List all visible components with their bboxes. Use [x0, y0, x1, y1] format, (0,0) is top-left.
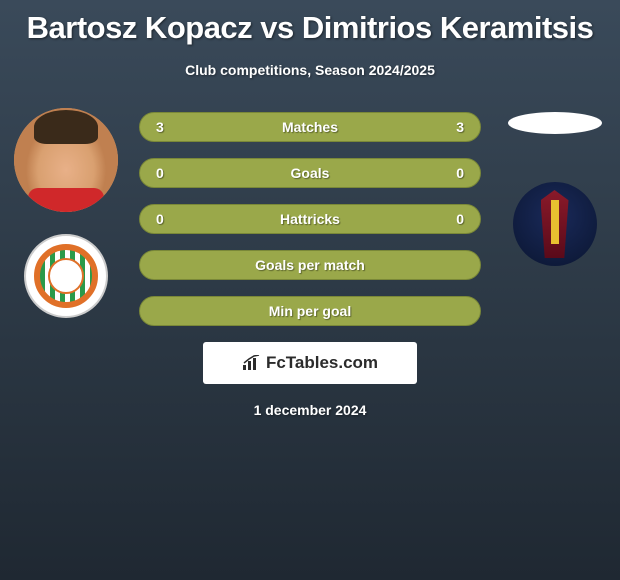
stat-right-value: 0 [456, 211, 464, 227]
date-label: 1 december 2024 [0, 402, 620, 418]
stat-row-gpm: Goals per match [139, 250, 481, 280]
player2-photo [508, 112, 602, 134]
watermark-badge: FcTables.com [203, 342, 417, 384]
stat-left-value: 3 [156, 119, 164, 135]
stat-label: Goals per match [140, 257, 480, 273]
stats-list: 3 Matches 3 0 Goals 0 0 Hattricks 0 Goal… [139, 108, 481, 326]
stat-row-mpg: Min per goal [139, 296, 481, 326]
player1-club-logo [24, 234, 108, 318]
player2-club-logo [513, 182, 597, 266]
player-right-column [497, 108, 612, 266]
comparison-panel: 3 Matches 3 0 Goals 0 0 Hattricks 0 Goal… [0, 108, 620, 418]
stat-label: Matches [140, 119, 480, 135]
stat-label: Hattricks [140, 211, 480, 227]
stat-right-value: 0 [456, 165, 464, 181]
stat-label: Goals [140, 165, 480, 181]
stat-row-hattricks: 0 Hattricks 0 [139, 204, 481, 234]
watermark-text: FcTables.com [266, 353, 378, 373]
player-left-column [8, 108, 123, 318]
stat-left-value: 0 [156, 211, 164, 227]
player1-photo [14, 108, 118, 212]
page-title: Bartosz Kopacz vs Dimitrios Keramitsis [0, 0, 620, 46]
chart-icon [242, 355, 262, 371]
stat-row-matches: 3 Matches 3 [139, 112, 481, 142]
stat-label: Min per goal [140, 303, 480, 319]
stat-row-goals: 0 Goals 0 [139, 158, 481, 188]
subtitle: Club competitions, Season 2024/2025 [0, 62, 620, 78]
stat-left-value: 0 [156, 165, 164, 181]
stat-right-value: 3 [456, 119, 464, 135]
